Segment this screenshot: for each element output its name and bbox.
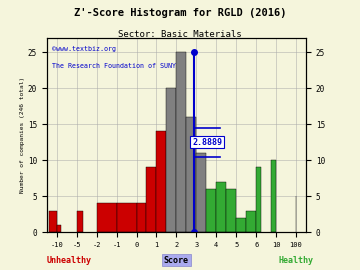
Y-axis label: Number of companies (246 total): Number of companies (246 total) <box>20 77 25 193</box>
Bar <box>196 153 206 232</box>
Bar <box>216 182 226 232</box>
Bar <box>157 131 166 232</box>
Bar <box>246 211 256 232</box>
Bar <box>236 218 246 232</box>
Text: ©www.textbiz.org: ©www.textbiz.org <box>52 46 116 52</box>
Bar <box>271 160 276 232</box>
Bar <box>256 167 261 232</box>
Bar <box>206 189 216 232</box>
Bar <box>147 167 157 232</box>
Bar <box>226 189 236 232</box>
Text: Sector: Basic Materials: Sector: Basic Materials <box>118 30 242 39</box>
Bar <box>96 203 117 232</box>
Text: Z'-Score Histogram for RGLD (2016): Z'-Score Histogram for RGLD (2016) <box>74 8 286 18</box>
Bar <box>186 117 196 232</box>
Bar <box>57 225 61 232</box>
Bar <box>49 211 57 232</box>
Text: Healthy: Healthy <box>278 256 313 265</box>
Bar <box>166 88 176 232</box>
Text: 2.8889: 2.8889 <box>192 138 222 147</box>
Text: The Research Foundation of SUNY: The Research Foundation of SUNY <box>52 63 176 69</box>
Bar <box>176 52 186 232</box>
Bar <box>77 211 84 232</box>
Text: Unhealthy: Unhealthy <box>47 256 92 265</box>
Bar <box>136 203 147 232</box>
Bar <box>117 203 136 232</box>
Text: Score: Score <box>164 256 189 265</box>
